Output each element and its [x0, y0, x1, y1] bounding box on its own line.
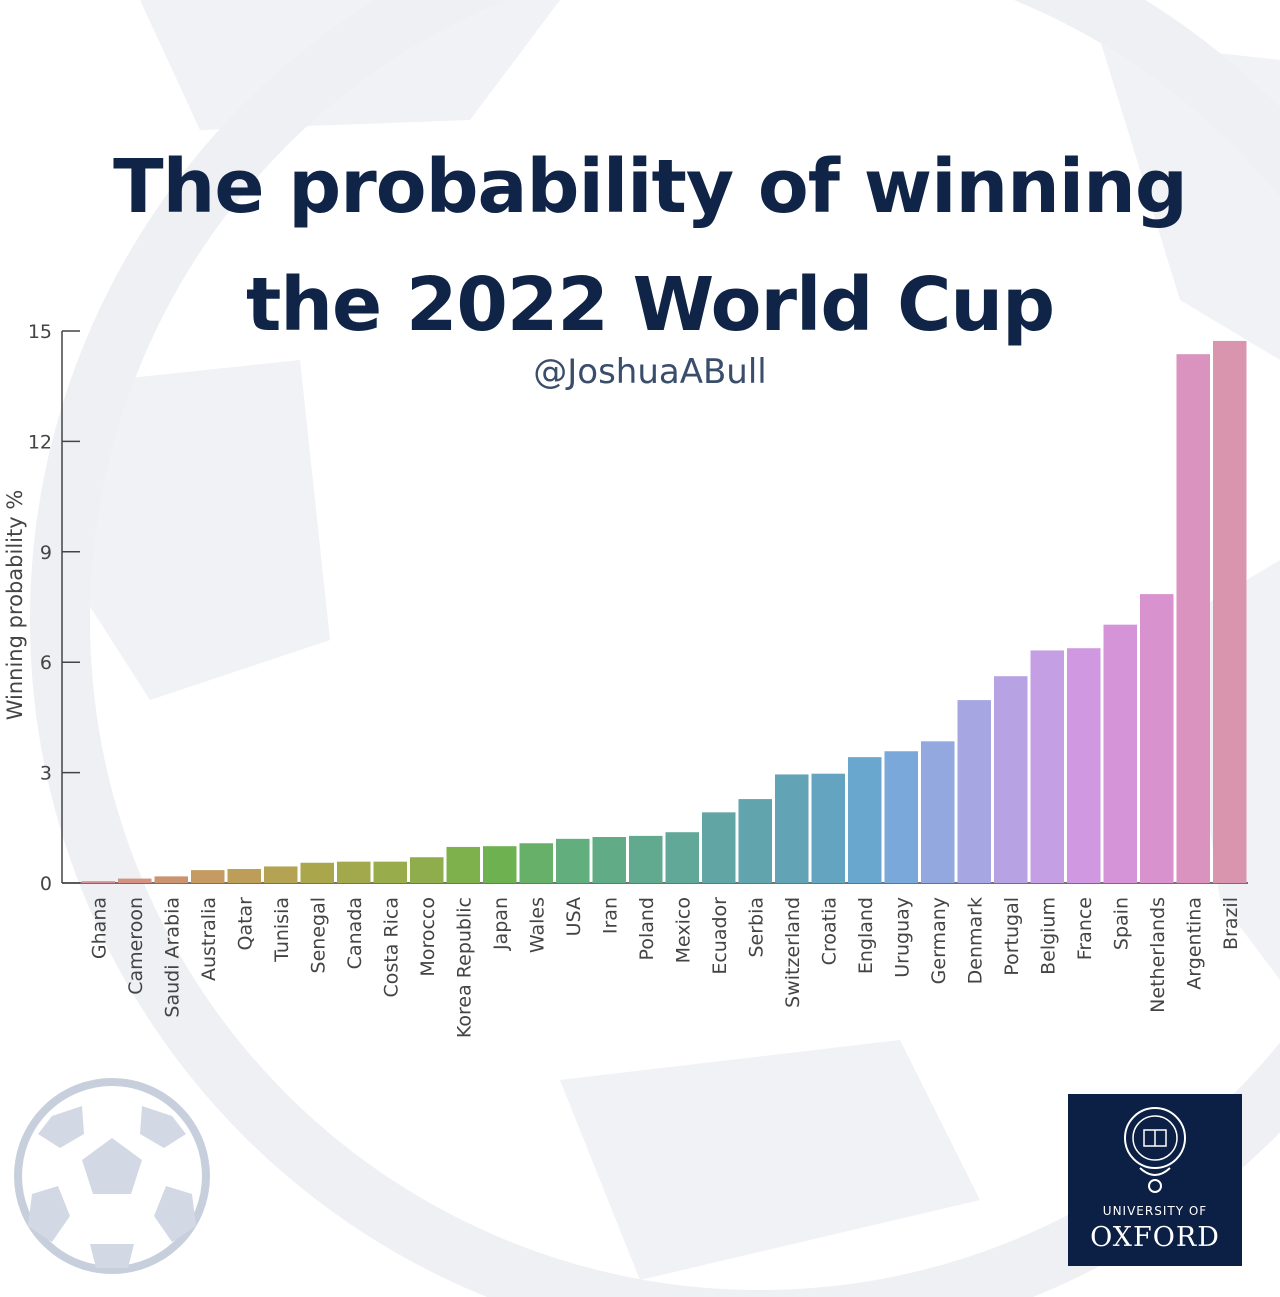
y-tick-label: 15: [28, 321, 52, 343]
x-tick-label: Qatar: [234, 897, 256, 951]
y-tick-label: 12: [28, 431, 52, 453]
x-tick-label: Morocco: [417, 897, 439, 977]
bar-morocco: [410, 857, 444, 883]
bar-costa-rica: [373, 861, 407, 883]
oxford-logo: UNIVERSITY OF OXFORD: [1068, 1094, 1242, 1266]
bar-japan: [483, 846, 517, 883]
bars: [81, 340, 1247, 884]
x-tick-label: Senegal: [307, 897, 329, 973]
bar-mexico: [665, 832, 699, 883]
x-tick-label: Switzerland: [782, 897, 804, 1008]
x-tick-label: Portugal: [1001, 897, 1023, 976]
x-tick-label: Belgium: [1037, 897, 1059, 975]
bar-ghana: [81, 881, 115, 883]
chart-title-line-2: the 2022 World Cup: [245, 262, 1055, 348]
x-tick-label: Canada: [344, 897, 366, 969]
bar-canada: [337, 861, 371, 883]
bar-serbia: [738, 799, 772, 883]
x-tick-label: Ecuador: [709, 897, 731, 975]
y-tick-label: 0: [40, 873, 52, 895]
bar-qatar: [227, 869, 261, 883]
x-tick-label: Uruguay: [891, 897, 913, 978]
bar-brazil: [1213, 340, 1247, 883]
x-tick-label: Costa Rica: [380, 897, 402, 998]
x-tick-label: Netherlands: [1147, 897, 1169, 1013]
bar-saudi-arabia: [154, 876, 188, 883]
bar-portugal: [994, 676, 1028, 883]
bar-denmark: [957, 700, 991, 883]
x-tick-label: USA: [563, 897, 585, 936]
x-tick-label: Tunisia: [271, 897, 293, 963]
x-tick-label: Argentina: [1183, 897, 1205, 990]
x-tick-label: Denmark: [964, 897, 986, 984]
chart-title: The probability of winning the 2022 Worl…: [0, 128, 1280, 364]
x-tick-label: France: [1074, 897, 1096, 960]
bar-spain: [1103, 624, 1137, 883]
x-tick-label: Ghana: [88, 897, 110, 959]
university-of-text: UNIVERSITY OF: [1102, 1204, 1208, 1218]
x-tick-label: Serbia: [745, 897, 767, 958]
y-axis-label: Winning probability %: [3, 490, 27, 721]
chart-title-line-1: The probability of winning: [113, 144, 1188, 230]
bar-poland: [629, 835, 663, 883]
x-tick-label: Spain: [1110, 897, 1132, 950]
bar-argentina: [1176, 354, 1210, 884]
bar-netherlands: [1140, 594, 1174, 883]
bar-belgium: [1030, 650, 1064, 883]
x-tick-label: Germany: [928, 897, 950, 984]
soccer-ball-icon: [14, 1078, 210, 1274]
bar-germany: [921, 741, 955, 883]
x-tick-label: Mexico: [672, 897, 694, 963]
bar-switzerland: [775, 774, 809, 883]
chart-subtitle: @JoshuaABull: [533, 352, 767, 392]
bar-wales: [519, 843, 553, 883]
bar-iran: [592, 837, 626, 883]
bar-england: [848, 757, 882, 883]
bar-cameroon: [118, 878, 152, 883]
x-tick-label: Australia: [198, 897, 220, 981]
x-tick-label: Croatia: [818, 897, 840, 965]
y-tick-label: 9: [40, 542, 52, 564]
bar-korea-republic: [446, 846, 480, 883]
bar-ecuador: [702, 812, 736, 883]
x-axis-labels: Ghana Cameroon Saudi Arabia Australia Qatar T…: [88, 897, 1242, 1038]
x-tick-label: Cameroon: [125, 897, 147, 995]
x-tick-label: Poland: [636, 897, 658, 960]
y-tick-label: 3: [40, 763, 52, 785]
bar-uruguay: [884, 751, 918, 883]
oxford-seal-icon: [1124, 1107, 1186, 1193]
x-tick-label: Saudi Arabia: [161, 897, 183, 1018]
x-tick-label: Brazil: [1220, 897, 1242, 950]
x-tick-label: Japan: [490, 897, 512, 951]
x-tick-label: Iran: [599, 897, 621, 934]
bar-france: [1067, 648, 1101, 883]
y-axis: 0 3 6 9 12 15: [28, 321, 1248, 895]
oxford-text: OXFORD: [1090, 1222, 1220, 1253]
x-tick-label: Wales: [526, 897, 548, 953]
bar-tunisia: [264, 866, 298, 883]
bar-senegal: [300, 862, 334, 883]
x-tick-label: Korea Republic: [453, 897, 475, 1038]
bar-australia: [191, 870, 225, 883]
bar-croatia: [811, 773, 845, 883]
bar-usa: [556, 838, 590, 883]
x-tick-label: England: [855, 897, 877, 974]
y-tick-label: 6: [40, 652, 52, 674]
